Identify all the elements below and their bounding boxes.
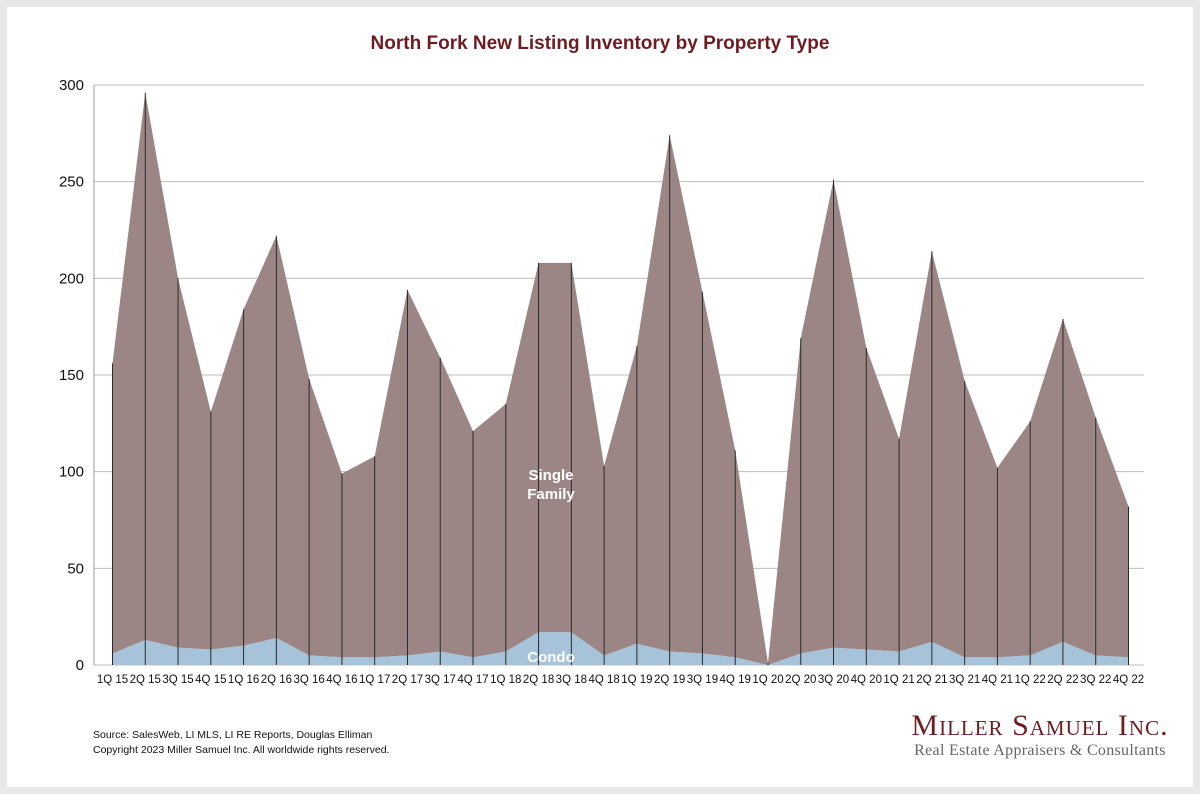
- y-tick-label: 50: [67, 560, 84, 577]
- x-tick-label: 2Q 17: [392, 674, 423, 686]
- area-condo: [112, 632, 1129, 665]
- series-label-single-family: Single Family: [527, 467, 575, 503]
- x-tick-label: 2Q 22: [1047, 674, 1078, 686]
- x-tick-label: 2Q 19: [654, 674, 685, 686]
- x-tick-label: 3Q 17: [425, 674, 456, 686]
- y-axis-ticks: 0 50 100 150 200 250 300: [59, 77, 84, 674]
- x-tick-label: 3Q 16: [293, 674, 324, 686]
- copyright-text: Copyright 2023 Miller Samuel Inc. All wo…: [93, 744, 390, 756]
- series-labels: Single Family Condo: [527, 467, 575, 666]
- x-tick-label: 1Q 19: [621, 674, 652, 686]
- y-tick-label: 300: [59, 77, 84, 94]
- x-tick-label: 4Q 19: [720, 674, 751, 686]
- chart-title: North Fork New Listing Inventory by Prop…: [370, 33, 830, 54]
- x-tick-label: 1Q 22: [1015, 674, 1046, 686]
- x-tick-label: 1Q 17: [359, 674, 390, 686]
- x-tick-label: 2Q 16: [261, 674, 292, 686]
- source-text: Source: SalesWeb, LI MLS, LI RE Reports,…: [93, 729, 373, 741]
- y-tick-label: 200: [59, 270, 84, 287]
- x-tick-label: 3Q 21: [949, 674, 980, 686]
- x-tick-label: 2Q 20: [785, 674, 816, 686]
- drop-lines: [112, 92, 1129, 665]
- x-tick-label: 1Q 16: [228, 674, 259, 686]
- area-single-family: [112, 92, 1129, 666]
- y-tick-label: 0: [76, 657, 84, 674]
- y-tick-label: 250: [59, 174, 84, 191]
- x-tick-label: 3Q 18: [556, 674, 587, 686]
- x-tick-label: 4Q 17: [457, 674, 488, 686]
- company-logo: Miller Samuel Inc. Real Estate Appraiser…: [900, 710, 1180, 760]
- x-tick-label: 2Q 18: [523, 674, 554, 686]
- x-tick-label: 1Q 15: [97, 674, 128, 686]
- logo-tagline: Real Estate Appraisers & Consultants: [914, 742, 1166, 759]
- x-tick-label: 4Q 20: [851, 674, 882, 686]
- x-tick-label: 4Q 22: [1113, 674, 1144, 686]
- x-tick-label: 3Q 20: [818, 674, 849, 686]
- x-tick-label: 1Q 21: [883, 674, 914, 686]
- series-label-condo: Condo: [527, 649, 574, 666]
- source-note: Source: SalesWeb, LI MLS, LI RE Reports,…: [93, 728, 389, 758]
- x-tick-label: 2Q 15: [130, 674, 161, 686]
- x-tick-label: 3Q 15: [162, 674, 193, 686]
- x-tick-label: 4Q 21: [982, 674, 1013, 686]
- chart-areas: [112, 92, 1129, 666]
- x-tick-label: 1Q 20: [752, 674, 783, 686]
- x-tick-label: 3Q 22: [1080, 674, 1111, 686]
- x-tick-label: 4Q 16: [326, 674, 357, 686]
- x-axis-ticks: 1Q 15 2Q 15 3Q 15 4Q 15 1Q 16 2Q 16 3Q 16 4Q 16…: [97, 674, 1144, 686]
- logo-name: Miller Samuel Inc.: [911, 709, 1169, 742]
- y-tick-label: 100: [59, 464, 84, 481]
- x-tick-label: 1Q 18: [490, 674, 521, 686]
- x-tick-label: 4Q 18: [588, 674, 619, 686]
- x-tick-label: 2Q 21: [916, 674, 947, 686]
- x-tick-label: 3Q 19: [687, 674, 718, 686]
- y-tick-label: 150: [59, 367, 84, 384]
- x-tick-label: 4Q 15: [195, 674, 226, 686]
